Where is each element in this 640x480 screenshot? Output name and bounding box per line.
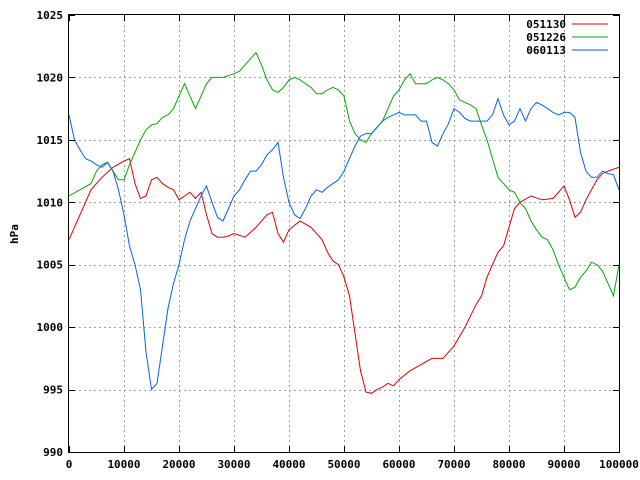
legend-label: 051130 xyxy=(526,18,566,31)
x-tick-label: 50000 xyxy=(327,458,360,471)
series-line-051226 xyxy=(68,51,620,298)
series-line-051130 xyxy=(68,157,620,394)
y-tick-label: 1000 xyxy=(37,321,64,334)
x-tick-label: 10000 xyxy=(107,458,140,471)
x-axis-ticks: 0 10000 20000 30000 40000 50000 60000 70000 8000… xyxy=(66,15,639,471)
grid-lines xyxy=(69,15,619,452)
x-tick-label: 20000 xyxy=(162,458,195,471)
y-axis-label: hPa xyxy=(8,224,21,244)
y-tick-label: 1005 xyxy=(37,259,64,272)
series-lines xyxy=(68,51,620,394)
series-line-060113 xyxy=(68,97,620,391)
y-tick-label: 1025 xyxy=(37,9,64,22)
x-tick-label: 100000 xyxy=(599,458,639,471)
x-tick-label: 70000 xyxy=(437,458,470,471)
y-axis-ticks: 990 995 1000 1005 1010 1015 1020 1025 xyxy=(37,9,619,459)
y-tick-label: 1015 xyxy=(37,134,64,147)
x-tick-label: 0 xyxy=(66,458,73,471)
x-tick-label: 30000 xyxy=(217,458,250,471)
x-tick-label: 90000 xyxy=(547,458,580,471)
plot-frame xyxy=(68,14,620,453)
y-tick-label: 995 xyxy=(43,384,63,397)
legend-label: 060113 xyxy=(526,44,566,57)
y-tick-label: 990 xyxy=(43,446,63,459)
x-tick-label: 80000 xyxy=(492,458,525,471)
x-tick-label: 60000 xyxy=(382,458,415,471)
x-tick-label: 40000 xyxy=(272,458,305,471)
y-tick-label: 1010 xyxy=(37,196,64,209)
y-tick-label: 1020 xyxy=(37,71,64,84)
legend-label: 051226 xyxy=(526,31,566,44)
